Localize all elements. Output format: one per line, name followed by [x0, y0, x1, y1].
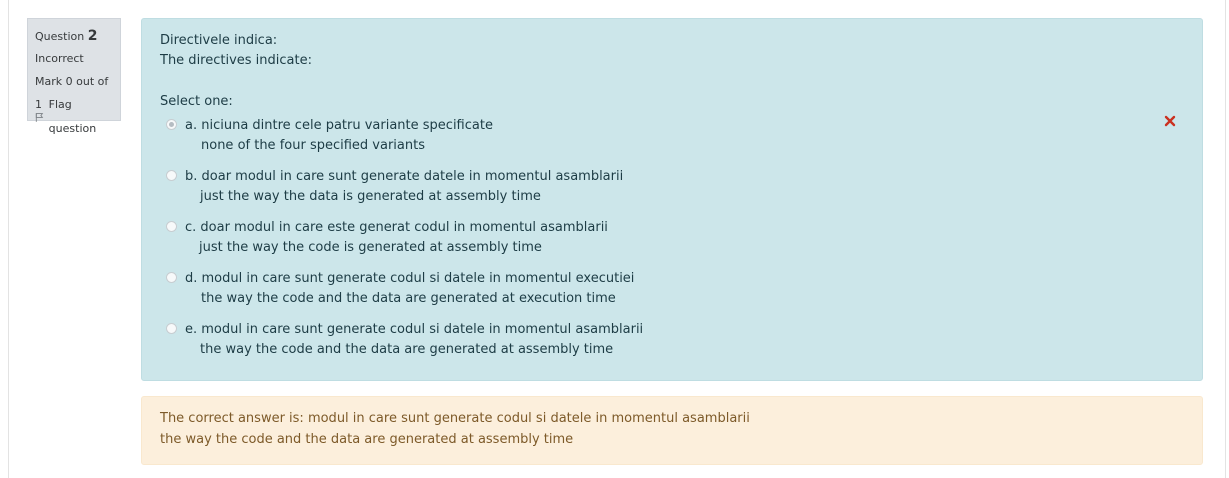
answer-label-c[interactable]: c. doar modul in care este generat codul…: [185, 220, 608, 235]
feedback-panel: The correct answer is: modul in care sun…: [141, 396, 1203, 465]
answer-label-e[interactable]: e. modul in care sunt generate codul si …: [185, 322, 644, 337]
question-number-value: 2: [87, 28, 98, 44]
cross-icon: [1164, 115, 1176, 127]
answer-radio-a[interactable]: [166, 119, 177, 130]
answer-sub-b: just the way the data is generated at as…: [200, 189, 541, 204]
question-info-panel: Question 2 Incorrect Mark 0 out of 1 Fla…: [27, 18, 121, 135]
question-label: Question: [35, 30, 85, 43]
question-number: Question 2: [35, 25, 113, 47]
answer-label-b[interactable]: b. doar modul in care sunt generate date…: [185, 169, 624, 184]
answer-prompt: Select one:: [160, 94, 233, 109]
answer-label-a[interactable]: a. niciuna dintre cele patru variante sp…: [185, 118, 493, 133]
question-text-ro: Directivele indica:: [160, 33, 278, 48]
question-state: Incorrect: [35, 52, 84, 65]
answer-radio-e[interactable]: [166, 323, 177, 334]
question-text-en: The directives indicate:: [160, 53, 312, 68]
question-container: [8, 0, 1226, 478]
flag-question-link[interactable]: Flag question: [35, 93, 113, 141]
question-text: Directivele indica: The directives indic…: [160, 31, 312, 71]
flag-question-label: Flag question: [48, 98, 97, 135]
flag-icon: [35, 112, 44, 122]
answer-sub-e: the way the code and the data are genera…: [200, 342, 614, 357]
question-formulation: Directivele indica: The directives indic…: [141, 18, 1203, 381]
answer-sub-a: none of the four specified variants: [201, 138, 425, 153]
correct-answer-translation: the way the code and the data are genera…: [160, 432, 574, 447]
answer-radio-c[interactable]: [166, 221, 177, 232]
question-grade: Mark 0 out of 1: [35, 75, 109, 111]
answer-sub-d: the way the code and the data are genera…: [201, 291, 616, 306]
answer-label-d[interactable]: d. modul in care sunt generate codul si …: [185, 271, 635, 286]
answer-sub-c: just the way the code is generated at as…: [199, 240, 542, 255]
answer-radio-b[interactable]: [166, 170, 177, 181]
answer-radio-d[interactable]: [166, 272, 177, 283]
correct-answer-text: The correct answer is: modul in care sun…: [160, 411, 750, 426]
